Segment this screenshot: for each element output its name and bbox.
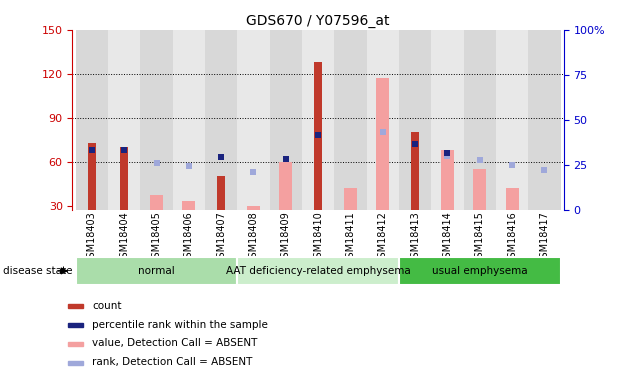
Bar [529,30,561,210]
Bar [247,206,260,210]
Bar [217,176,225,210]
Bar [76,30,108,210]
Title: GDS670 / Y07596_at: GDS670 / Y07596_at [246,13,390,28]
Bar [441,150,454,210]
Bar [173,30,205,210]
Bar [69,323,83,327]
Bar [432,30,464,210]
Bar [69,342,83,346]
Bar [182,201,195,210]
Bar [335,30,367,210]
Text: AAT deficiency-related emphysema: AAT deficiency-related emphysema [226,266,411,276]
Bar [367,30,399,210]
Text: usual emphysema: usual emphysema [432,266,527,276]
Bar [120,147,129,210]
Bar [88,142,96,210]
Text: percentile rank within the sample: percentile rank within the sample [93,320,268,330]
Bar [506,188,518,210]
Bar [473,169,486,210]
Bar [279,162,292,210]
Text: count: count [93,301,122,311]
Bar [69,304,83,308]
Bar [108,30,140,210]
Bar [399,257,561,285]
Text: disease state: disease state [3,266,72,276]
Bar [344,188,357,210]
Bar [411,132,419,210]
Bar [238,257,399,285]
Bar [238,30,270,210]
Bar [140,30,173,210]
Bar [302,30,335,210]
Bar [376,78,389,210]
Bar [314,62,322,210]
Text: rank, Detection Call = ABSENT: rank, Detection Call = ABSENT [93,357,253,367]
Bar [496,30,529,210]
Bar [150,195,163,210]
Bar [205,30,238,210]
Bar [399,30,432,210]
Text: normal: normal [138,266,175,276]
Bar [69,361,83,364]
Text: value, Detection Call = ABSENT: value, Detection Call = ABSENT [93,338,258,348]
Bar [464,30,496,210]
Bar [270,30,302,210]
Bar [76,257,238,285]
